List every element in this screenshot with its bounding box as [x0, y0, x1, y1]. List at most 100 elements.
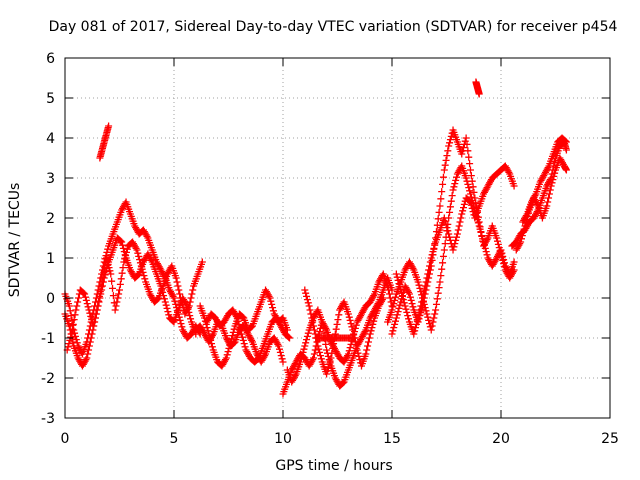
data-point — [419, 290, 427, 298]
data-point — [279, 358, 287, 366]
data-point — [83, 300, 91, 308]
data-point — [477, 228, 485, 236]
data-point — [405, 290, 413, 298]
x-tick-label: 15 — [383, 431, 401, 447]
data-point — [162, 301, 170, 309]
data-point — [425, 266, 433, 274]
y-tick-label: 3 — [46, 171, 55, 187]
data-point — [391, 293, 399, 301]
data-point — [428, 251, 436, 259]
data-point — [184, 304, 192, 312]
series-s15 — [472, 78, 483, 98]
data-point — [269, 307, 277, 315]
data-point — [226, 341, 234, 349]
data-point — [366, 330, 374, 338]
data-point — [471, 194, 479, 202]
data-point — [160, 295, 168, 303]
data-point — [221, 356, 229, 364]
data-point — [499, 256, 507, 264]
data-point — [176, 290, 184, 298]
data-point — [446, 203, 454, 211]
data-point — [93, 306, 101, 314]
data-point — [442, 156, 450, 164]
data-point — [240, 340, 248, 348]
data-point — [386, 294, 394, 302]
data-point — [430, 314, 438, 322]
data-point — [346, 344, 354, 352]
data-point — [545, 190, 553, 198]
data-point — [306, 306, 314, 314]
data-point — [239, 336, 247, 344]
data-point — [378, 296, 386, 304]
data-point — [335, 311, 343, 319]
data-point — [177, 294, 185, 302]
data-point — [411, 327, 419, 335]
series-s9 — [283, 274, 396, 390]
data-point — [446, 139, 454, 147]
y-tick-label: -3 — [41, 411, 55, 427]
data-point — [450, 243, 458, 251]
data-point — [439, 252, 447, 260]
data-point — [90, 318, 98, 326]
data-point — [355, 352, 363, 360]
data-point — [495, 244, 503, 252]
data-point — [444, 227, 452, 235]
data-point — [81, 293, 89, 301]
data-point — [438, 265, 446, 273]
data-point — [562, 146, 570, 154]
data-point — [545, 194, 553, 202]
data-point — [409, 303, 417, 311]
data-point — [364, 338, 372, 346]
data-point — [401, 302, 409, 310]
series-s3 — [63, 238, 206, 354]
tick-labels: -3 -2 -1 0 1 2 3 4 5 6 0 5 10 15 20 25 — [41, 51, 619, 447]
data-point — [229, 328, 237, 336]
data-point — [223, 351, 231, 359]
data-point — [460, 200, 468, 208]
data-point — [346, 316, 354, 324]
data-point — [549, 176, 557, 184]
data-point — [446, 136, 454, 144]
axis-ticks — [64, 57, 611, 419]
data-point — [117, 275, 125, 283]
data-point — [241, 343, 249, 351]
data-point — [416, 284, 424, 292]
data-point — [334, 316, 342, 324]
data-point — [385, 290, 393, 298]
data-point — [248, 336, 256, 344]
data-point — [388, 286, 396, 294]
data-point — [325, 360, 333, 368]
series-s11 — [312, 334, 359, 342]
data-point — [301, 286, 309, 294]
data-point — [430, 244, 438, 252]
data-point — [424, 270, 432, 278]
data-point — [450, 183, 458, 191]
data-point — [460, 204, 468, 212]
data-point — [187, 294, 195, 302]
data-point — [441, 217, 449, 225]
data-point — [310, 350, 318, 358]
data-point — [75, 294, 83, 302]
data-point — [116, 280, 124, 288]
data-point — [436, 278, 444, 286]
data-point — [521, 222, 529, 230]
y-tick-label: 4 — [46, 131, 55, 147]
data-point — [106, 267, 114, 275]
data-point — [449, 186, 457, 194]
data-point — [423, 310, 431, 318]
data-point — [175, 286, 183, 294]
data-point — [509, 268, 517, 276]
data-point — [544, 164, 552, 172]
data-point — [173, 278, 181, 286]
data-point — [224, 348, 232, 356]
data-point — [464, 180, 472, 188]
data-point — [69, 320, 77, 328]
data-point — [87, 312, 95, 320]
data-point — [98, 278, 106, 286]
data-point — [519, 228, 527, 236]
data-point — [67, 312, 75, 320]
data-point — [431, 310, 439, 318]
data-point — [445, 142, 453, 150]
data-point — [85, 342, 93, 350]
data-point — [392, 314, 400, 322]
